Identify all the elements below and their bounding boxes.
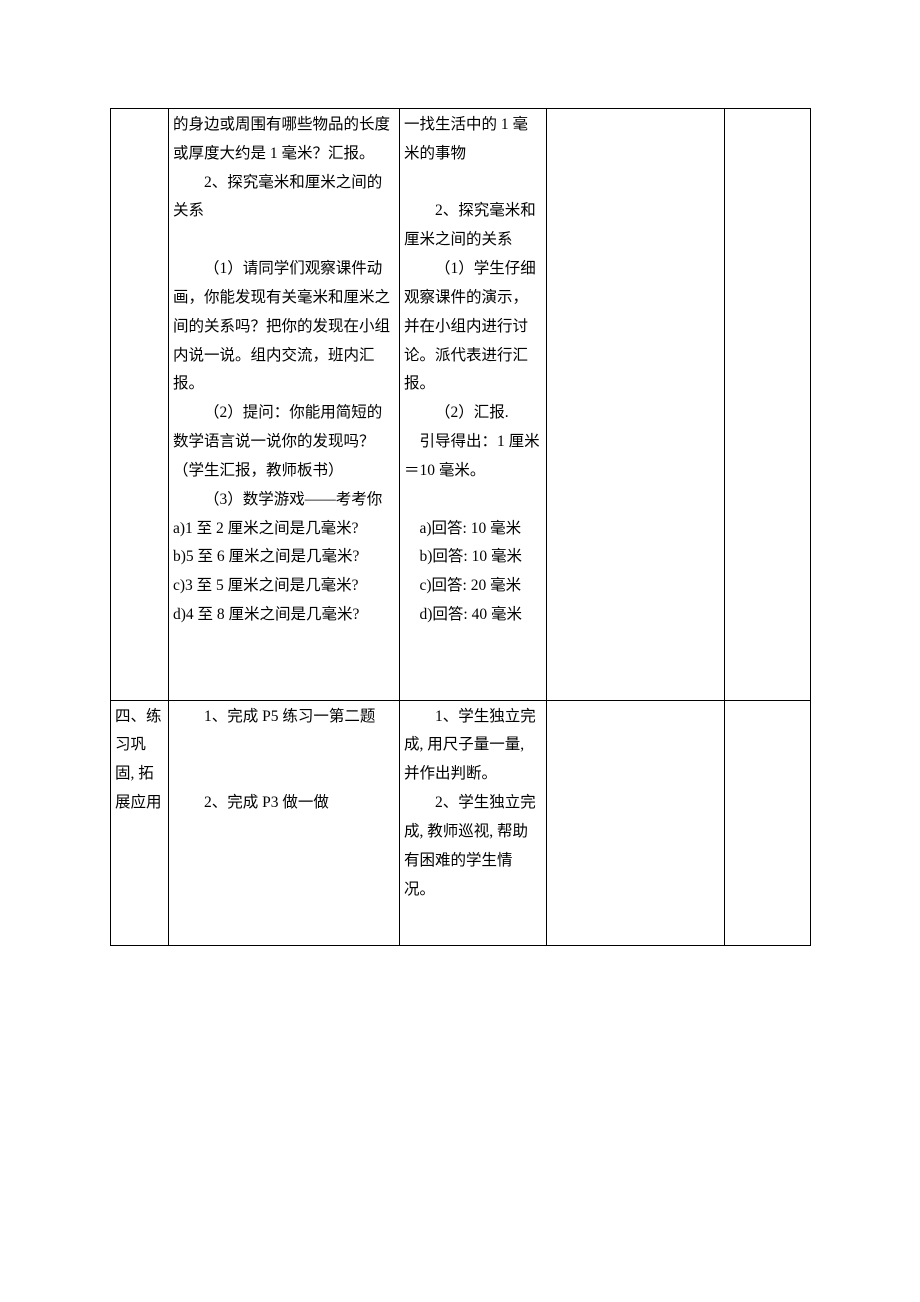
section-label-text: 四、练习巩固, 拓展应用	[115, 703, 164, 818]
cell-section-label	[111, 109, 169, 701]
answer-c: c)回答: 20 毫米	[404, 572, 542, 601]
paragraph: （2）汇报.	[404, 399, 542, 428]
paragraph: 2、完成 P3 做一做	[173, 789, 395, 818]
answer-b: b)回答: 10 毫米	[404, 543, 542, 572]
lesson-plan-table: 的身边或周围有哪些物品的长度或厚度大约是 1 毫米？汇报。 2、探究毫米和厘米之…	[110, 108, 811, 946]
table-row: 四、练习巩固, 拓展应用 1、完成 P5 练习一第二题 2、完成 P3 做一做 …	[111, 700, 811, 946]
paragraph	[173, 659, 395, 688]
question-c: c)3 至 5 厘米之间是几毫米?	[173, 572, 395, 601]
paragraph: 1、完成 P5 练习一第二题	[173, 703, 395, 732]
paragraph: （1）学生仔细观察课件的演示，并在小组内进行讨论。派代表进行汇报。	[404, 255, 542, 399]
cell-teacher-activity: 的身边或周围有哪些物品的长度或厚度大约是 1 毫米？汇报。 2、探究毫米和厘米之…	[169, 109, 400, 701]
cell-col4	[547, 700, 725, 946]
paragraph: （2）提问：你能用简短的数学语言说一说你的发现吗？（学生汇报，教师板书）	[173, 399, 395, 485]
paragraph	[404, 904, 542, 933]
question-d: d)4 至 8 厘米之间是几毫米?	[173, 601, 395, 630]
paragraph: 1、学生独立完成, 用尺子量一量, 并作出判断。	[404, 703, 542, 789]
document-page: 的身边或周围有哪些物品的长度或厚度大约是 1 毫米？汇报。 2、探究毫米和厘米之…	[0, 0, 920, 1302]
cell-col5	[725, 109, 811, 701]
paragraph: 引导得出：1 厘米＝10 毫米。	[404, 428, 542, 486]
cell-col5	[725, 700, 811, 946]
cell-student-activity: 一找生活中的 1 毫米的事物 2、探究毫米和厘米之间的关系 （1）学生仔细观察课…	[400, 109, 547, 701]
paragraph	[404, 169, 542, 198]
answer-d: d)回答: 40 毫米	[404, 601, 542, 630]
paragraph: （3）数学游戏——考考你	[173, 486, 395, 515]
paragraph	[173, 630, 395, 659]
cell-section-label: 四、练习巩固, 拓展应用	[111, 700, 169, 946]
paragraph	[173, 226, 395, 255]
table-row: 的身边或周围有哪些物品的长度或厚度大约是 1 毫米？汇报。 2、探究毫米和厘米之…	[111, 109, 811, 701]
paragraph: 的身边或周围有哪些物品的长度或厚度大约是 1 毫米？汇报。	[173, 111, 395, 169]
cell-teacher-activity: 1、完成 P5 练习一第二题 2、完成 P3 做一做	[169, 700, 400, 946]
paragraph: （1）请同学们观察课件动画，你能发现有关毫米和厘米之间的关系吗？把你的发现在小组…	[173, 255, 395, 399]
question-b: b)5 至 6 厘米之间是几毫米?	[173, 543, 395, 572]
paragraph	[404, 486, 542, 515]
paragraph: 2、学生独立完成, 教师巡视, 帮助有困难的学生情况。	[404, 789, 542, 904]
paragraph	[173, 731, 395, 760]
paragraph: 2、探究毫米和厘米之间的关系	[404, 197, 542, 255]
paragraph: 2、探究毫米和厘米之间的关系	[173, 169, 395, 227]
question-a: a)1 至 2 厘米之间是几毫米?	[173, 515, 395, 544]
cell-col4	[547, 109, 725, 701]
paragraph	[173, 760, 395, 789]
answer-a: a)回答: 10 毫米	[404, 515, 542, 544]
paragraph: 一找生活中的 1 毫米的事物	[404, 111, 542, 169]
cell-student-activity: 1、学生独立完成, 用尺子量一量, 并作出判断。 2、学生独立完成, 教师巡视,…	[400, 700, 547, 946]
